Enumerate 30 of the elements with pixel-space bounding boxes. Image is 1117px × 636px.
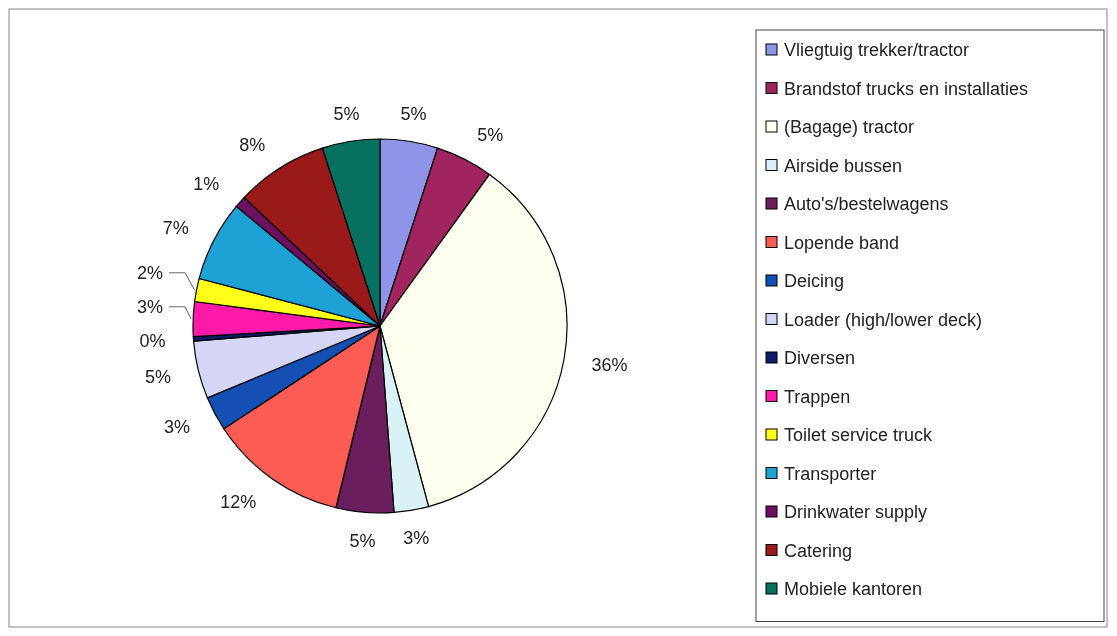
legend-label: Airside bussen — [784, 155, 903, 176]
data-label: 7% — [162, 217, 189, 238]
data-label: 5% — [349, 530, 376, 551]
legend-label: Lopende band — [784, 232, 900, 253]
legend-label: Deicing — [784, 271, 845, 292]
data-label: 3% — [136, 297, 163, 318]
legend-label: Auto's/bestelwagens — [784, 194, 949, 215]
legend-label: Diversen — [784, 348, 856, 369]
legend-label: Drinkwater supply — [784, 502, 928, 523]
legend-label: Brandstof trucks en installaties — [784, 78, 1029, 99]
data-label: 3% — [403, 528, 430, 549]
data-label: 8% — [239, 134, 266, 155]
data-label: 1% — [193, 173, 220, 194]
data-label: 0% — [139, 331, 166, 352]
legend-label: Trappen — [784, 386, 851, 407]
legend-label: (Bagage) tractor — [784, 117, 915, 138]
legend-label: Toilet service truck — [784, 425, 934, 446]
legend-label: Mobiele kantoren — [784, 579, 923, 600]
data-label: 3% — [164, 417, 191, 438]
legend-label: Loader (high/lower deck) — [784, 309, 983, 330]
data-label: 36% — [591, 355, 628, 376]
legend-label: Catering — [784, 540, 853, 561]
data-label: 2% — [136, 263, 163, 284]
legend-label: Vliegtuig trekker/tractor — [784, 40, 970, 61]
data-label: 12% — [220, 492, 257, 513]
data-label: 5% — [477, 124, 504, 145]
data-label: 5% — [400, 103, 427, 124]
legend-label: Transporter — [784, 463, 877, 484]
data-label: 5% — [333, 103, 360, 124]
data-label: 5% — [145, 366, 172, 387]
